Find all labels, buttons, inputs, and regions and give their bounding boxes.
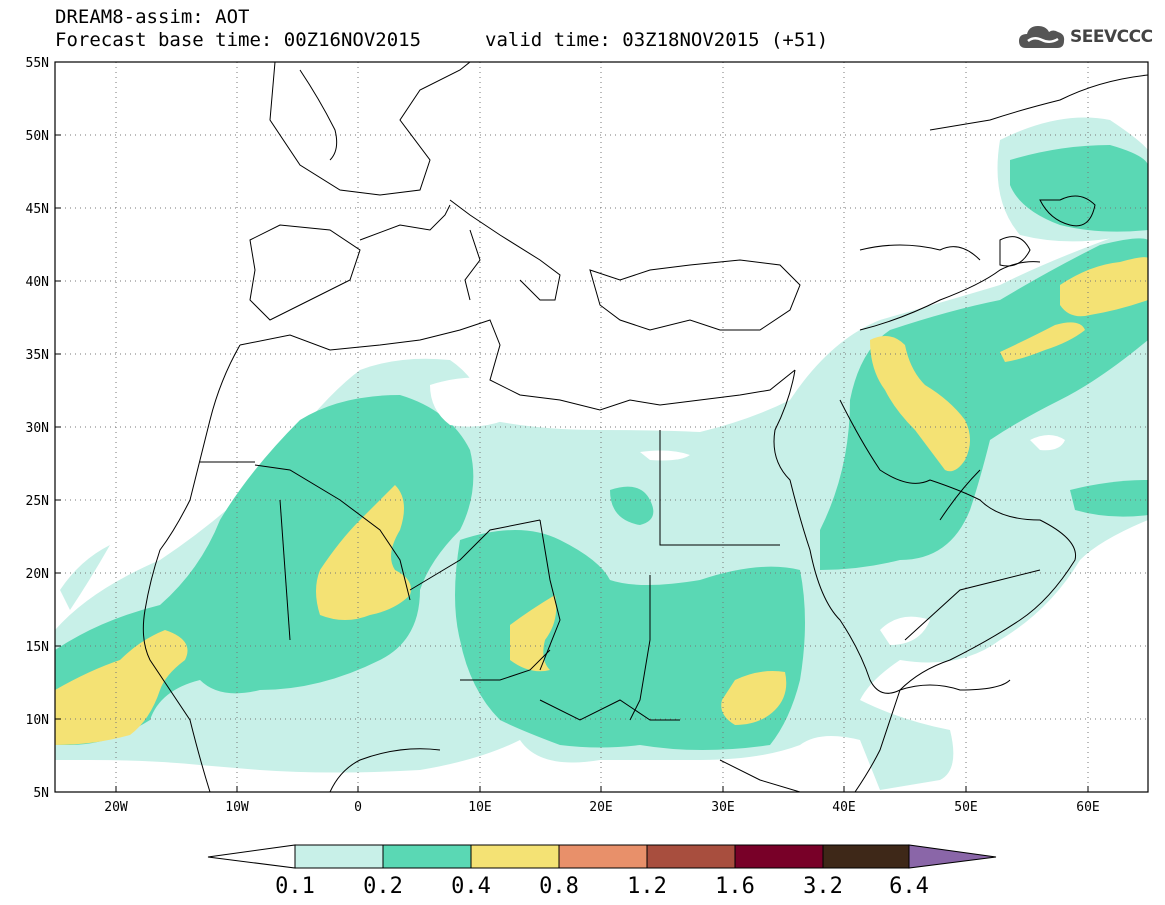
lat-labels: 5N 10N 15N 20N 25N 30N 35N 40N 45N 50N 5…	[26, 56, 49, 801]
colorbar-segment	[382, 844, 472, 869]
colorbar-segment	[294, 844, 384, 869]
lon-label: 20E	[589, 800, 612, 815]
colorbar-label: 1.6	[715, 874, 755, 899]
lat-label: 40N	[26, 275, 49, 290]
lat-label: 50N	[26, 129, 49, 144]
chart-title: DREAM8-assim: AOT	[55, 6, 250, 28]
lat-label: 25N	[26, 494, 49, 509]
aot-contour-0.2	[55, 145, 1148, 750]
seevccc-logo: SEEVCCC	[1018, 22, 1153, 52]
lon-label: 50E	[954, 800, 977, 815]
cloud-icon	[1019, 26, 1065, 48]
lon-label: 60E	[1076, 800, 1099, 815]
lat-label: 20N	[26, 567, 49, 582]
lat-label: 55N	[26, 56, 49, 71]
colorbar-label: 0.8	[539, 874, 579, 899]
aot-contour-0.4	[55, 257, 1148, 745]
colorbar-label: 6.4	[889, 874, 929, 899]
colorbar-label: 1.2	[627, 874, 667, 899]
lat-label: 30N	[26, 421, 49, 436]
lat-label: 10N	[26, 713, 49, 728]
colorbar-segment	[646, 844, 736, 869]
colorbar-label: 0.4	[451, 874, 491, 899]
lat-label: 45N	[26, 202, 49, 217]
lon-label: 10E	[468, 800, 491, 815]
colorbar	[207, 844, 997, 869]
map-grid	[55, 62, 1148, 792]
lat-label: 35N	[26, 348, 49, 363]
lon-label: 40E	[832, 800, 855, 815]
coastlines-borders	[142, 62, 1148, 792]
colorbar-upper-arrow	[908, 844, 997, 869]
aot-clear-patches	[430, 377, 1065, 645]
colorbar-label: 0.2	[363, 874, 403, 899]
lon-label: 20W	[104, 800, 128, 815]
colorbar-segment	[822, 844, 910, 869]
lon-labels: 20W 10W 0 10E 20E 30E 40E 50E 60E	[104, 800, 1099, 815]
logo-text: SEEVCCC	[1070, 27, 1153, 47]
lon-label: 10W	[225, 800, 249, 815]
colorbar-segment	[558, 844, 648, 869]
colorbar-labels: 0.1 0.2 0.4 0.8 1.2 1.6 3.2 6.4	[275, 874, 929, 899]
forecast-base-time: Forecast base time: 00Z16NOV2015	[55, 29, 422, 51]
colorbar-label: 0.1	[275, 874, 315, 899]
colorbar-lower-arrow	[207, 844, 296, 869]
lat-label: 5N	[33, 786, 49, 801]
colorbar-segment	[734, 844, 824, 869]
lon-label: 30E	[711, 800, 734, 815]
axis-ticks	[55, 61, 1089, 793]
valid-time: valid time: 03Z18NOV2015 (+51)	[485, 29, 829, 51]
lat-label: 15N	[26, 640, 49, 655]
colorbar-segment	[470, 844, 560, 869]
lon-label: 0	[354, 800, 362, 815]
colorbar-label: 3.2	[803, 874, 843, 899]
